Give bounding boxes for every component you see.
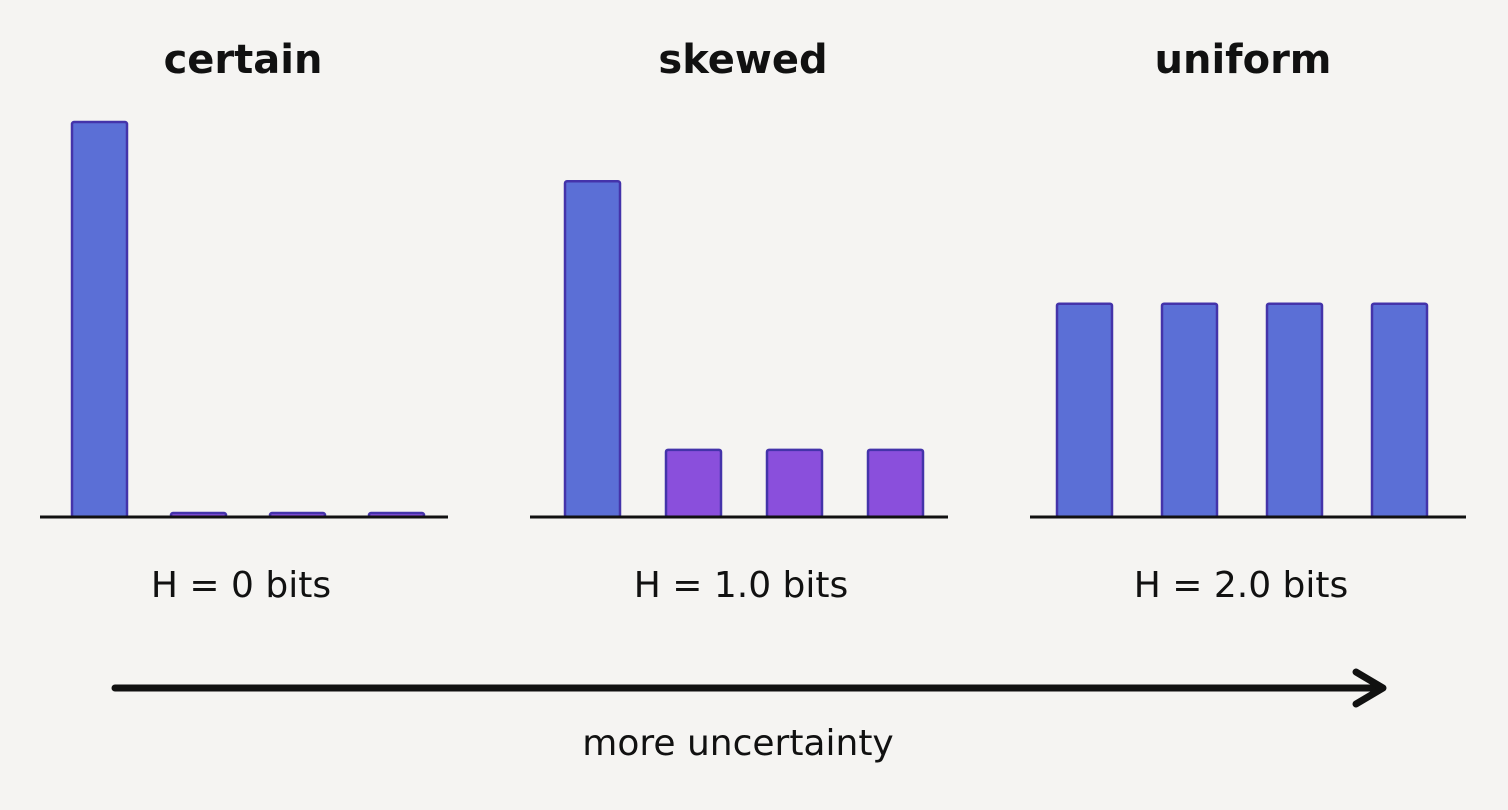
bar xyxy=(1370,302,1429,519)
bar xyxy=(664,448,723,519)
panel-title: certain xyxy=(164,37,323,83)
bar xyxy=(765,448,824,519)
arrow-head xyxy=(1352,668,1387,708)
bar xyxy=(1160,302,1219,519)
arrow-label: more uncertainty xyxy=(582,723,893,764)
entropy-label: H = 2.0 bits xyxy=(1134,565,1349,606)
bar xyxy=(70,120,129,519)
bar xyxy=(1265,302,1324,519)
panel-title: uniform xyxy=(1155,37,1332,83)
bar xyxy=(1055,302,1114,519)
bar xyxy=(866,448,925,519)
bar xyxy=(563,180,622,519)
panel-title: skewed xyxy=(658,37,827,83)
entropy-label: H = 1.0 bits xyxy=(634,565,849,606)
entropy-label: H = 0 bits xyxy=(151,565,331,606)
